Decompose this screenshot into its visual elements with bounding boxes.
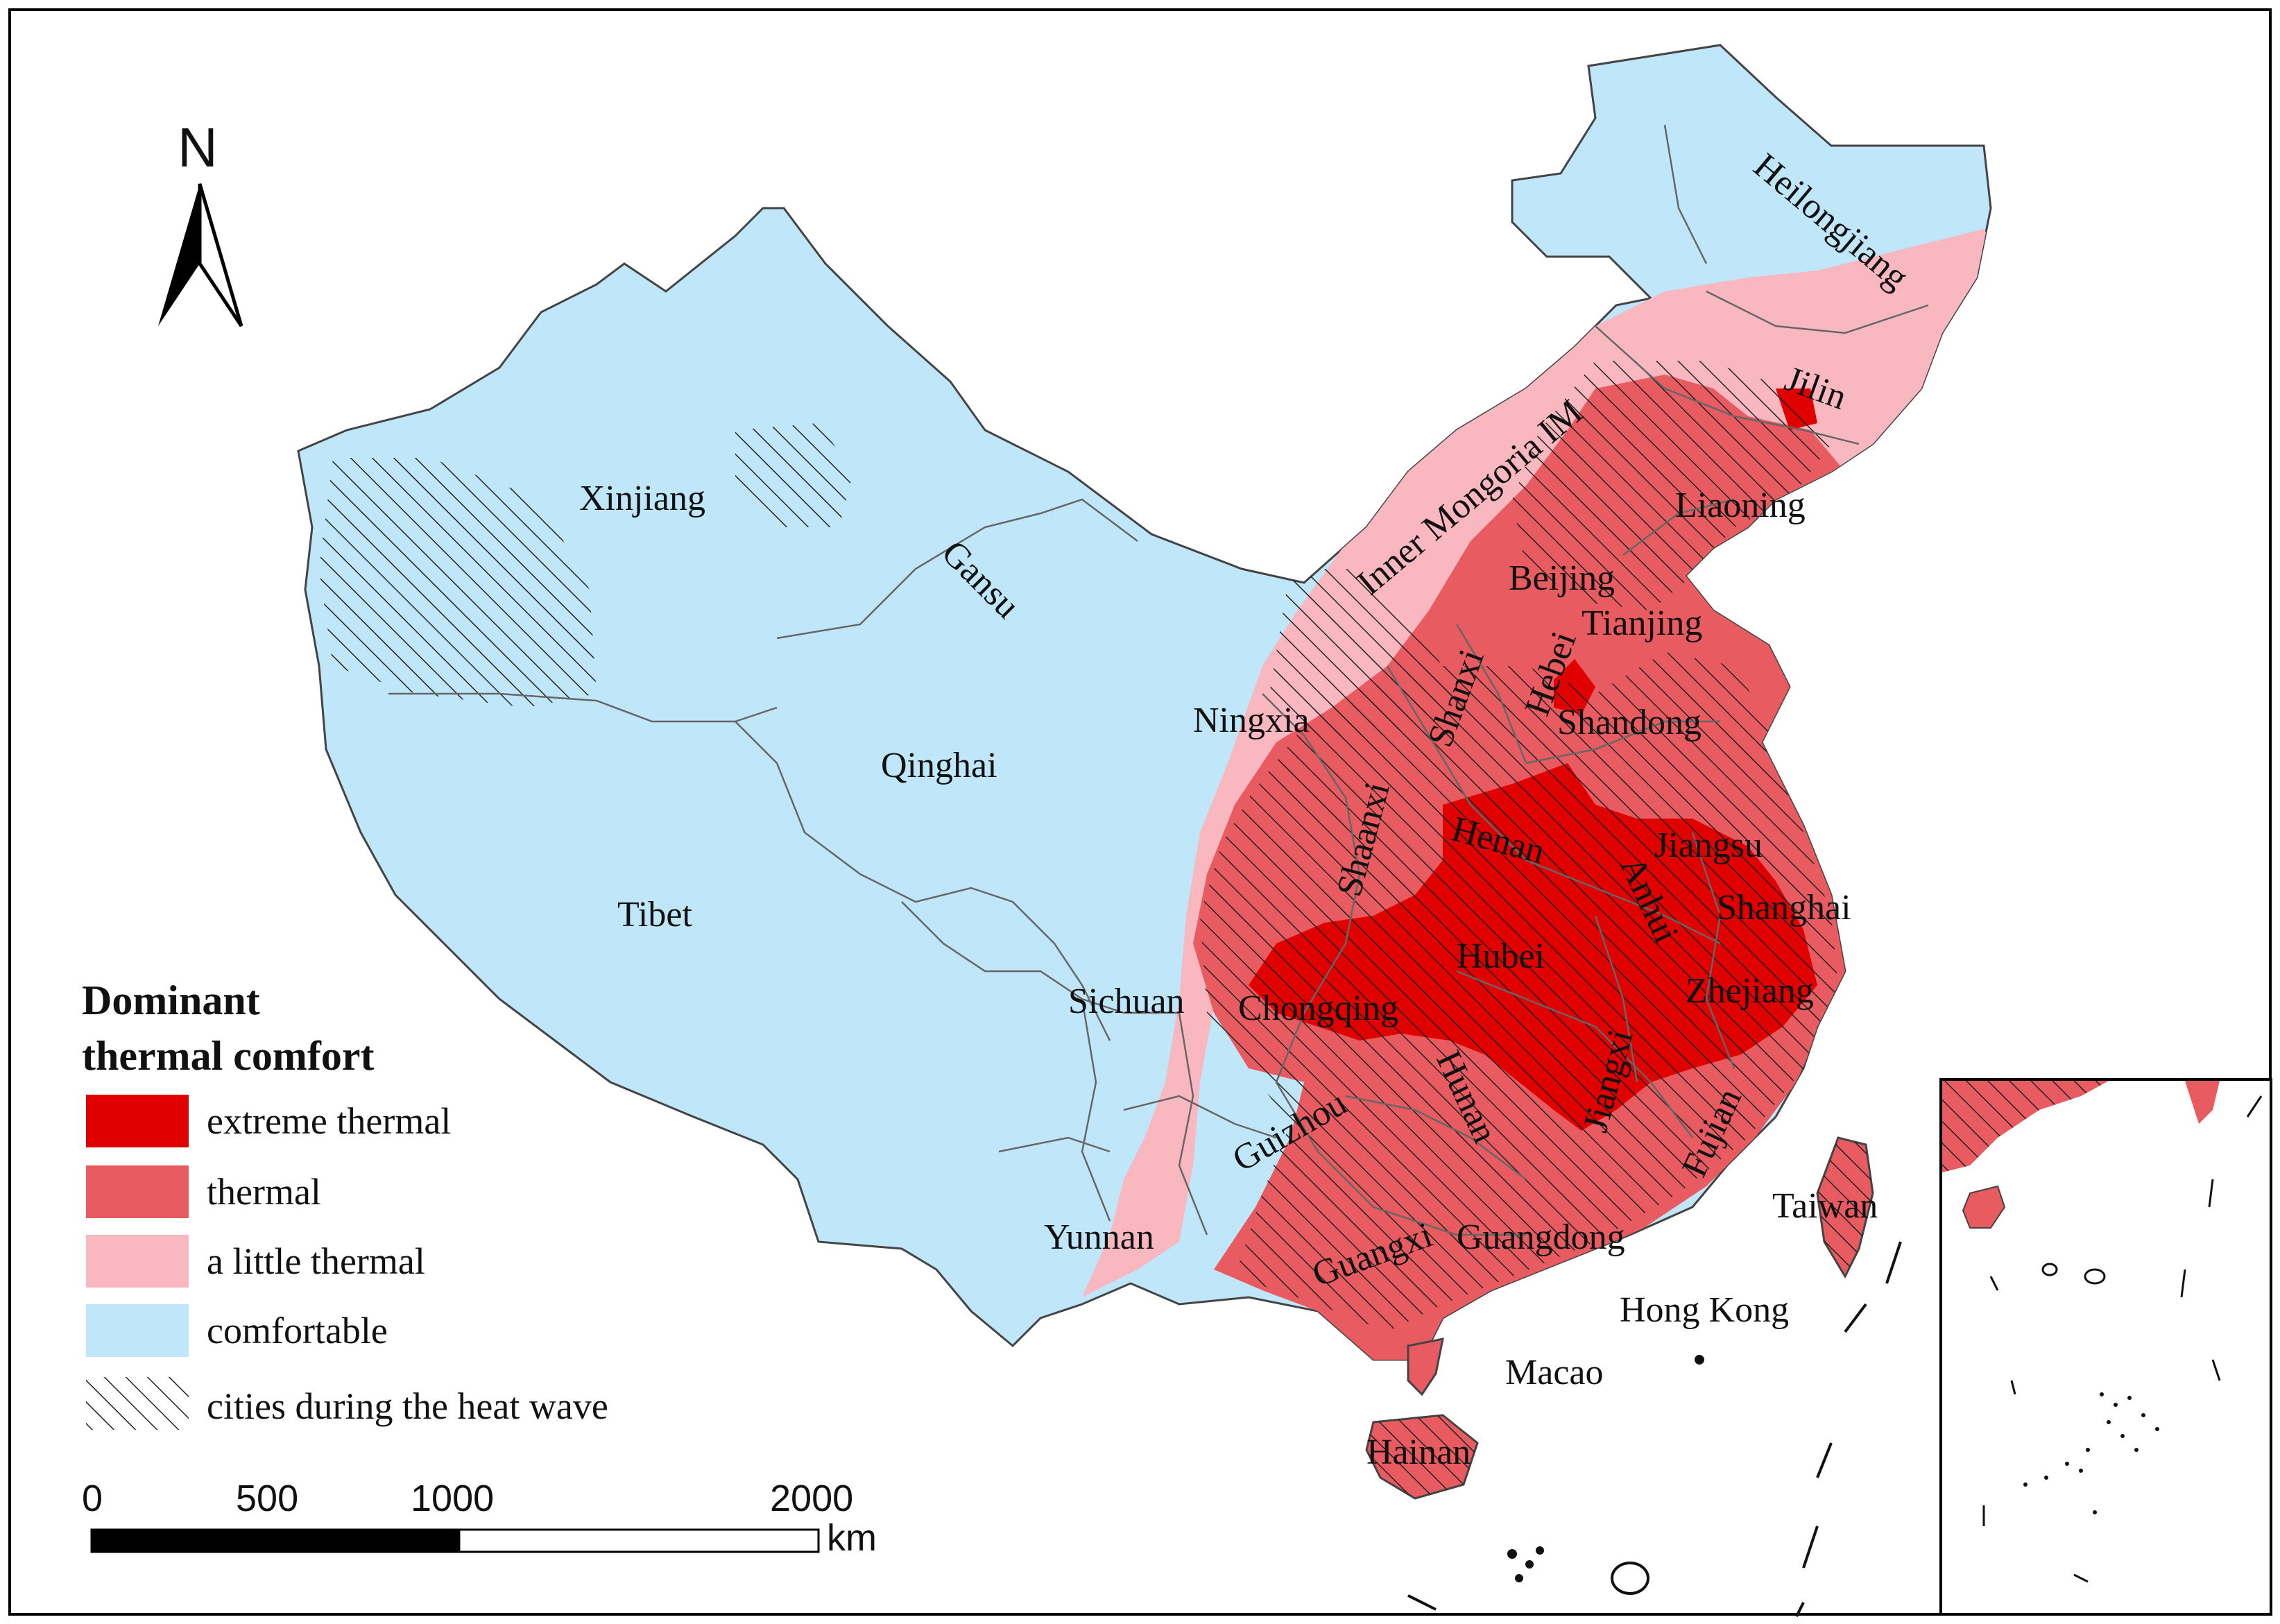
legend-label-a-little-thermal: a little thermal [207, 1240, 425, 1282]
north-arrow-icon [158, 184, 200, 326]
label-shandong: Shandong [1557, 703, 1702, 742]
inset-hainan [1962, 1185, 2006, 1229]
label-liaoning: Liaoning [1675, 486, 1806, 525]
province-boundaries [388, 124, 1929, 1236]
scale-tick-2000: 2000 [770, 1478, 853, 1519]
leizhou-peninsula [1407, 1337, 1444, 1396]
label-ningxia: Ningxia [1193, 701, 1310, 740]
inset-islands [2023, 1392, 2159, 1514]
label-tibet: Tibet [617, 895, 692, 934]
scale-tick-1000: 1000 [411, 1478, 494, 1519]
label-tianjing: Tianjing [1582, 604, 1702, 643]
legend-swatch-comfortable [86, 1304, 189, 1357]
china-landmass [297, 44, 1992, 1361]
legend-swatch-a-little-thermal [86, 1235, 189, 1288]
north-arrow: N [158, 117, 243, 327]
legend-swatch-heat-wave [86, 1377, 189, 1430]
scale-unit: km [827, 1517, 877, 1559]
scale-bar: 0 500 1000 2000 km [82, 1478, 877, 1559]
south-china-sea-inset [1939, 1078, 2272, 1616]
scale-bar-white [458, 1528, 820, 1553]
label-chongqing: Chongqing [1238, 989, 1398, 1028]
legend-label-extreme-thermal: extreme thermal [207, 1100, 451, 1142]
legend-label-thermal: thermal [207, 1171, 321, 1213]
hainan-hatch [1366, 1415, 1477, 1498]
legend: Dominant thermal comfort extreme thermal… [82, 977, 608, 1430]
label-xinjiang: Xinjiang [579, 479, 705, 518]
label-hong-kong: Hong Kong [1620, 1290, 1789, 1330]
legend-label-comfortable: comfortable [207, 1310, 388, 1351]
label-zhejiang: Zhejiang [1686, 971, 1814, 1011]
inset-mainland-hatch [1942, 1081, 2109, 1172]
legend-title-line2: thermal comfort [82, 1033, 374, 1079]
scale-bar-black [90, 1528, 461, 1553]
legend-title-line1: Dominant [82, 977, 260, 1023]
label-qinghai: Qinghai [881, 746, 997, 785]
legend-swatch-extreme-thermal [86, 1095, 189, 1147]
heat-wave-hatch [319, 361, 1838, 1332]
label-jiangsu: Jiangsu [1654, 826, 1763, 865]
taiwan-hatch [1817, 1138, 1873, 1276]
label-beijing: Beijing [1509, 558, 1615, 598]
label-shanghai: Shanghai [1717, 888, 1851, 928]
inset-frame [1939, 1078, 2272, 1616]
north-arrow-label: N [178, 117, 218, 178]
inset-taiwan [2185, 1081, 2220, 1124]
legend-label-heat-wave: cities during the heat wave [207, 1385, 608, 1427]
south-sea-features [1407, 1241, 1902, 1617]
label-macao: Macao [1505, 1353, 1603, 1392]
scale-tick-0: 0 [82, 1478, 103, 1519]
label-yunnan: Yunnan [1044, 1217, 1154, 1257]
label-guangdong: Guangdong [1457, 1217, 1625, 1257]
legend-swatch-thermal [86, 1165, 189, 1218]
scale-tick-500: 500 [236, 1478, 298, 1519]
label-hubei: Hubei [1457, 937, 1545, 976]
label-taiwan: Taiwan [1772, 1186, 1878, 1226]
label-hainan: Hainan [1366, 1433, 1471, 1472]
inset-dashes [1982, 1095, 2263, 1583]
label-sichuan: Sichuan [1068, 982, 1185, 1021]
